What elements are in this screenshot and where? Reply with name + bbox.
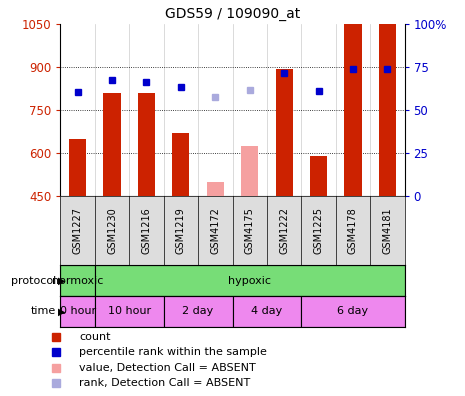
Text: protocol: protocol [11, 276, 56, 286]
Text: 2 day: 2 day [182, 306, 214, 316]
Bar [232, 296, 301, 327]
Text: GSM4172: GSM4172 [210, 207, 220, 254]
Text: GSM1227: GSM1227 [73, 207, 83, 254]
Text: ▶: ▶ [58, 276, 66, 286]
Text: 6 day: 6 day [338, 306, 368, 316]
Bar [103, 93, 121, 196]
Bar [344, 25, 362, 196]
Text: ▶: ▶ [58, 306, 66, 316]
Text: 0 hour: 0 hour [60, 306, 96, 316]
Text: hypoxic: hypoxic [228, 276, 271, 286]
Bar [95, 296, 164, 327]
Bar [172, 133, 190, 196]
Title: GDS59 / 109090_at: GDS59 / 109090_at [165, 7, 300, 21]
Text: GSM1222: GSM1222 [279, 207, 289, 254]
Text: count: count [79, 332, 111, 342]
Text: GSM1219: GSM1219 [176, 207, 186, 254]
Bar [69, 139, 86, 196]
Text: time: time [31, 306, 56, 316]
Text: value, Detection Call = ABSENT: value, Detection Call = ABSENT [79, 363, 256, 373]
Text: percentile rank within the sample: percentile rank within the sample [79, 347, 267, 357]
Bar [379, 25, 396, 196]
Text: GSM4178: GSM4178 [348, 207, 358, 254]
Text: GSM1216: GSM1216 [141, 207, 152, 254]
Bar [138, 93, 155, 196]
Bar [206, 182, 224, 196]
Text: rank, Detection Call = ABSENT: rank, Detection Call = ABSENT [79, 378, 250, 388]
Text: GSM1230: GSM1230 [107, 207, 117, 254]
Bar [164, 296, 232, 327]
Bar [241, 146, 259, 196]
Text: GSM4181: GSM4181 [382, 208, 392, 254]
Text: normoxic: normoxic [52, 276, 103, 286]
Bar [60, 296, 95, 327]
Text: 4 day: 4 day [251, 306, 283, 316]
Text: 10 hour: 10 hour [108, 306, 151, 316]
Bar [301, 296, 405, 327]
Bar [310, 156, 327, 196]
Text: GSM1225: GSM1225 [313, 207, 324, 254]
Bar [60, 265, 95, 296]
Text: GSM4175: GSM4175 [245, 207, 255, 254]
Bar [276, 69, 293, 196]
